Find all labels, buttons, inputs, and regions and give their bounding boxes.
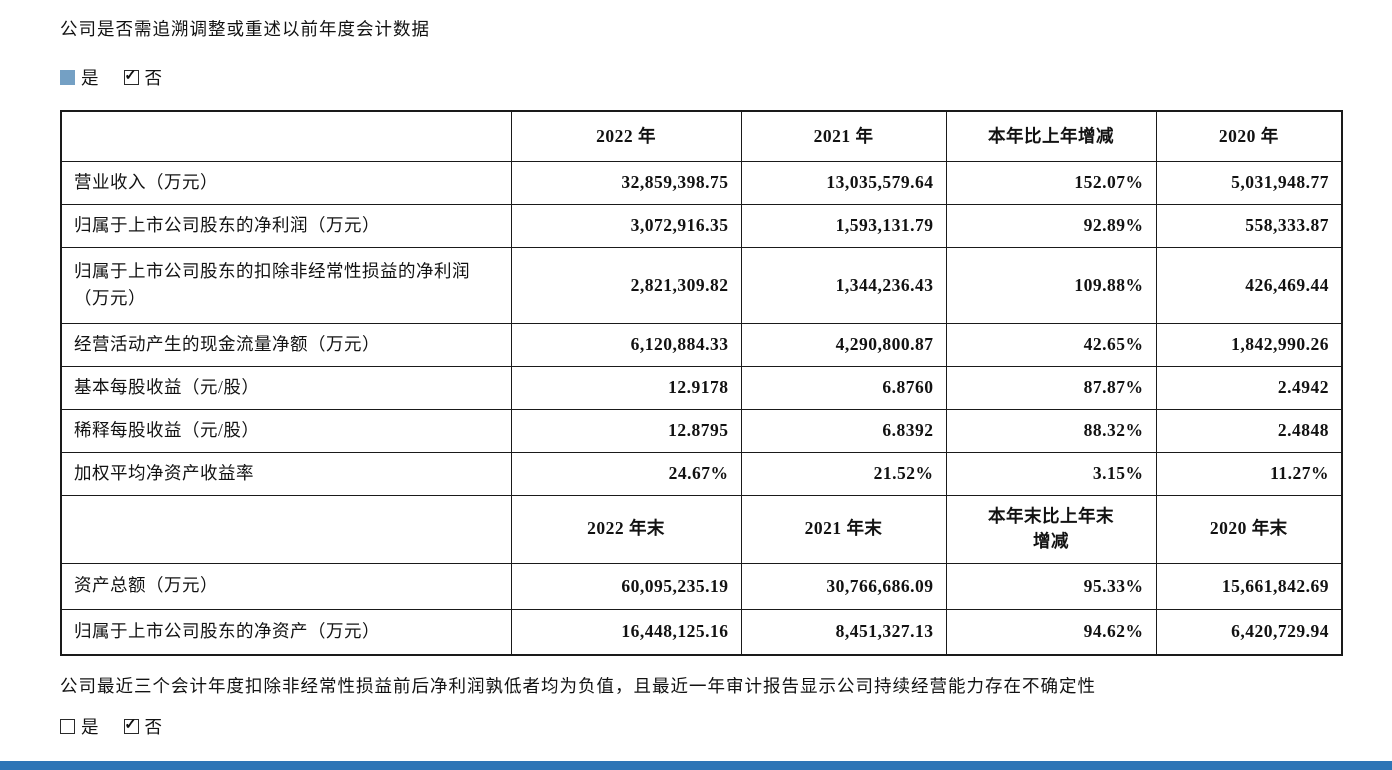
cell-2020: 426,469.44: [1155, 246, 1343, 324]
cell-change: 3.15%: [945, 451, 1157, 496]
cell-2022: 6,120,884.33: [510, 322, 742, 367]
cell-change: 95.33%: [945, 562, 1157, 610]
col-header-2020: 2020 年: [1155, 110, 1343, 162]
row-label: 基本每股收益（元/股）: [60, 365, 512, 410]
col-header-2022: 2022 年: [510, 110, 742, 162]
col-header-2020-end: 2020 年末: [1155, 494, 1343, 564]
yearend-header-row: 2022 年末 2021 年末 本年末比上年末增减 2020 年末: [60, 494, 1343, 564]
col-header-yearend-change: 本年末比上年末增减: [945, 494, 1157, 564]
empty-header-cell: [60, 494, 512, 564]
no-label: 否: [144, 717, 163, 737]
col-header-2021: 2021 年: [740, 110, 947, 162]
yes-checkbox[interactable]: [60, 719, 75, 734]
row-label: 资产总额（万元）: [60, 562, 512, 610]
cell-2022: 60,095,235.19: [510, 562, 742, 610]
cell-2021: 21.52%: [740, 451, 947, 496]
cell-change: 42.65%: [945, 322, 1157, 367]
row-label: 经营活动产生的现金流量净额（万元）: [60, 322, 512, 367]
cell-2020: 558,333.87: [1155, 203, 1343, 248]
cell-2022: 24.67%: [510, 451, 742, 496]
cell-2020: 2.4848: [1155, 408, 1343, 453]
cell-2021: 1,593,131.79: [740, 203, 947, 248]
going-concern-choice-row: 是 否: [60, 714, 1342, 739]
col-header-2022-end: 2022 年末: [510, 494, 742, 564]
row-label: 归属于上市公司股东的净资产（万元）: [60, 608, 512, 656]
cell-2020: 11.27%: [1155, 451, 1343, 496]
no-checkbox[interactable]: [123, 70, 139, 85]
cell-2022: 16,448,125.16: [510, 608, 742, 656]
yes-label: 是: [81, 68, 100, 88]
cell-2021: 8,451,327.13: [740, 608, 947, 656]
restatement-no-choice: 否: [123, 65, 164, 90]
cell-2022: 3,072,916.35: [510, 203, 742, 248]
cell-2021: 6.8760: [740, 365, 947, 410]
col-header-2021-end: 2021 年末: [740, 494, 947, 564]
cell-2021: 6.8392: [740, 408, 947, 453]
cell-change: 109.88%: [945, 246, 1157, 324]
cell-2021: 13,035,579.64: [740, 160, 947, 205]
cell-2020: 1,842,990.26: [1155, 322, 1343, 367]
going-concern-yes-choice: 是: [60, 714, 100, 739]
cell-2021: 30,766,686.09: [740, 562, 947, 610]
cell-2020: 5,031,948.77: [1155, 160, 1343, 205]
row-label: 加权平均净资产收益率: [60, 451, 512, 496]
empty-header-cell: [60, 110, 512, 162]
bottom-accent-bar: [0, 761, 1392, 770]
yes-checkbox[interactable]: [60, 70, 75, 85]
row-label: 归属于上市公司股东的净利润（万元）: [60, 203, 512, 248]
going-concern-note: 公司最近三个会计年度扣除非经常性损益前后净利润孰低者均为负值，且最近一年审计报告…: [60, 676, 1096, 696]
cell-2022: 12.9178: [510, 365, 742, 410]
table-row-net-profit-excl-nonrecurring: 归属于上市公司股东的扣除非经常性损益的净利润（万元） 2,821,309.82 …: [60, 246, 1343, 324]
row-label: 稀释每股收益（元/股）: [60, 408, 512, 453]
table-row-net-assets: 归属于上市公司股东的净资产（万元） 16,448,125.16 8,451,32…: [60, 608, 1343, 656]
col-header-change: 本年比上年增减: [945, 110, 1157, 162]
table-row-operating-cash-flow: 经营活动产生的现金流量净额（万元） 6,120,884.33 4,290,800…: [60, 322, 1343, 367]
cell-change: 88.32%: [945, 408, 1157, 453]
table-row-total-assets: 资产总额（万元） 60,095,235.19 30,766,686.09 95.…: [60, 562, 1343, 610]
cell-2021: 1,344,236.43: [740, 246, 947, 324]
cell-2020: 2.4942: [1155, 365, 1343, 410]
restatement-choice-row: 是 否: [60, 65, 1342, 90]
table-row-diluted-eps: 稀释每股收益（元/股） 12.8795 6.8392 88.32% 2.4848: [60, 408, 1343, 453]
cell-2022: 2,821,309.82: [510, 246, 742, 324]
cell-2022: 32,859,398.75: [510, 160, 742, 205]
row-label: 归属于上市公司股东的扣除非经常性损益的净利润（万元）: [60, 246, 512, 324]
cell-change: 87.87%: [945, 365, 1157, 410]
restatement-question: 公司是否需追溯调整或重述以前年度会计数据: [60, 19, 430, 39]
report-page: 公司是否需追溯调整或重述以前年度会计数据 是 否 2022 年 2021 年 本…: [0, 0, 1392, 739]
cell-change: 92.89%: [945, 203, 1157, 248]
cell-change: 94.62%: [945, 608, 1157, 656]
annual-header-row: 2022 年 2021 年 本年比上年增减 2020 年: [60, 110, 1343, 162]
no-checkbox[interactable]: [123, 719, 139, 734]
cell-2020: 15,661,842.69: [1155, 562, 1343, 610]
cell-2020: 6,420,729.94: [1155, 608, 1343, 656]
row-label: 营业收入（万元）: [60, 160, 512, 205]
cell-2021: 4,290,800.87: [740, 322, 947, 367]
financial-summary-table: 2022 年 2021 年 本年比上年增减 2020 年 营业收入（万元） 32…: [60, 110, 1343, 656]
restatement-yes-choice: 是: [60, 65, 100, 90]
table-row-basic-eps: 基本每股收益（元/股） 12.9178 6.8760 87.87% 2.4942: [60, 365, 1343, 410]
yes-label: 是: [81, 717, 100, 737]
going-concern-no-choice: 否: [123, 714, 164, 739]
cell-change: 152.07%: [945, 160, 1157, 205]
table-row-revenue: 营业收入（万元） 32,859,398.75 13,035,579.64 152…: [60, 160, 1343, 205]
no-label: 否: [144, 68, 163, 88]
cell-2022: 12.8795: [510, 408, 742, 453]
table-row-net-profit: 归属于上市公司股东的净利润（万元） 3,072,916.35 1,593,131…: [60, 203, 1343, 248]
table-row-weighted-roe: 加权平均净资产收益率 24.67% 21.52% 3.15% 11.27%: [60, 451, 1343, 496]
